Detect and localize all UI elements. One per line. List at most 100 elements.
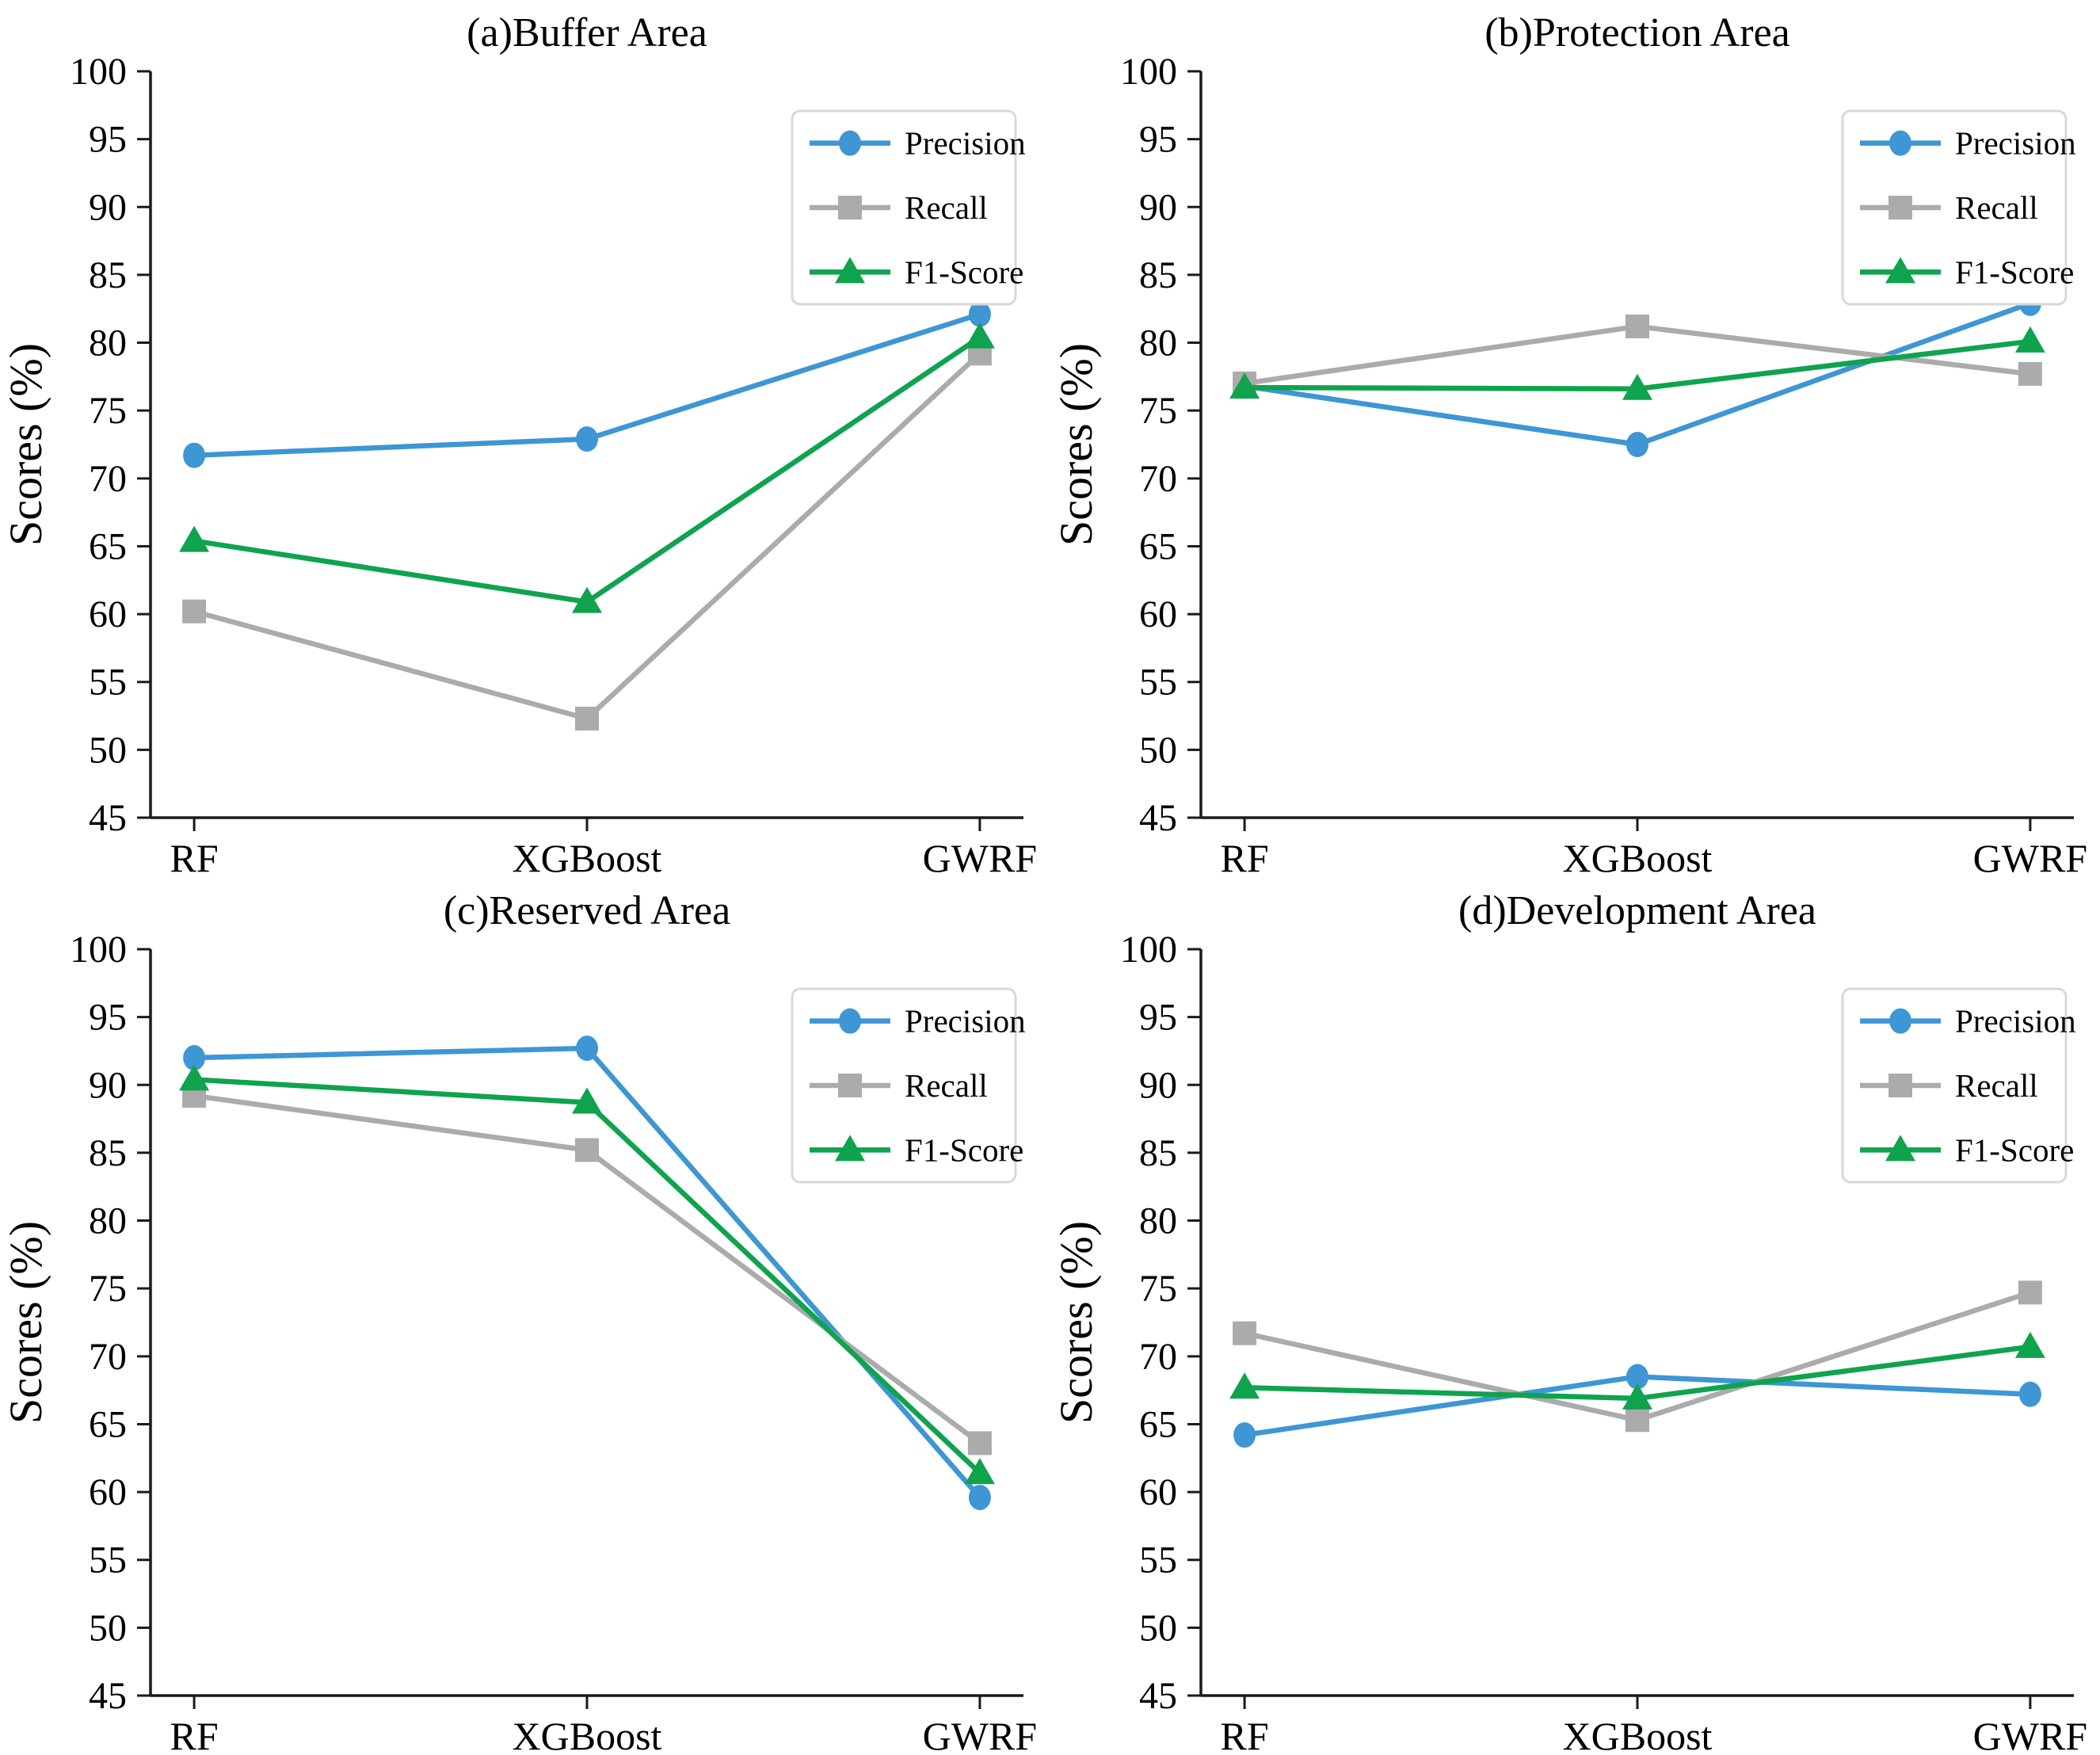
x-tick-label: GWRF bbox=[1972, 1714, 2087, 1755]
marker-f1-score-rf bbox=[179, 525, 210, 552]
legend-marker-precision bbox=[839, 1008, 861, 1034]
legend-label: F1-Score bbox=[1955, 254, 2074, 290]
y-tick-label: 55 bbox=[89, 662, 127, 704]
chart-protection-area: (b)Protection Area Scores (%) 45 50 55 60 65 70… bbox=[1050, 10, 2087, 878]
y-tick-label: 90 bbox=[1139, 186, 1177, 228]
y-tick-label: 95 bbox=[1139, 119, 1177, 161]
legend-label: Recall bbox=[1955, 189, 2038, 226]
legend: Precision Recall F1-Score bbox=[1841, 109, 2076, 306]
y-tick-label: 50 bbox=[89, 1607, 127, 1649]
y-tick-label: 70 bbox=[89, 1335, 127, 1377]
x-tick-label: RF bbox=[170, 1714, 219, 1755]
y-tick-label: 75 bbox=[1139, 1268, 1177, 1310]
chart-cell-reserved-area: (c)Reserved Area Scores (%) 45 50 55 60 65 70 75… bbox=[0, 878, 1050, 1755]
legend-box bbox=[791, 109, 1017, 306]
x-tick-label: RF bbox=[1220, 1714, 1268, 1755]
marker-recall-gwrf bbox=[2018, 1280, 2042, 1304]
y-tick-label: 45 bbox=[1139, 1675, 1177, 1717]
marker-precision-gwrf bbox=[968, 301, 991, 327]
marker-precision-gwrf bbox=[968, 1484, 991, 1510]
marker-precision-xgboost bbox=[1625, 1364, 1648, 1390]
legend-label: Precision bbox=[905, 125, 1026, 162]
series-line-recall bbox=[193, 351, 982, 722]
chart-buffer-area: (a)Buffer Area Scores (%) 45 50 55 60 65 70 75 80… bbox=[0, 10, 1037, 878]
marker-f1-score-xgboost bbox=[1622, 1383, 1652, 1410]
y-tick-label: 65 bbox=[89, 1403, 127, 1445]
y-axis-label: Scores (%) bbox=[1050, 1220, 1102, 1423]
y-axis-label: Scores (%) bbox=[0, 343, 51, 546]
marker-f1-score-gwrf bbox=[964, 1457, 995, 1484]
legend-label: Precision bbox=[905, 1002, 1026, 1039]
y-tick-label: 60 bbox=[89, 593, 127, 635]
legend-marker-f1-score bbox=[835, 257, 865, 284]
y-tick-label: 75 bbox=[1139, 390, 1177, 432]
marker-precision-rf bbox=[183, 442, 206, 468]
legend-marker-precision bbox=[1888, 1008, 1911, 1034]
marker-precision-rf bbox=[1233, 1421, 1256, 1448]
marker-f1-score-xgboost bbox=[572, 1087, 602, 1114]
y-tick-label: 55 bbox=[89, 1539, 127, 1581]
legend-marker-precision bbox=[1888, 130, 1911, 156]
y-tick-label: 85 bbox=[1139, 254, 1177, 296]
legend: Precision Recall F1-Score bbox=[1841, 987, 2075, 1183]
marker-recall-gwrf bbox=[967, 1430, 992, 1455]
legend-box bbox=[1841, 987, 2067, 1183]
chart-cell-buffer-area: (a)Buffer Area Scores (%) 45 50 55 60 65 70 75 80… bbox=[0, 0, 1050, 878]
marker-f1-score-gwrf bbox=[964, 322, 995, 349]
x-tick-label: GWRF bbox=[923, 1714, 1037, 1755]
x-tick-label: RF bbox=[170, 836, 219, 878]
legend-marker-recall bbox=[1888, 196, 1912, 219]
x-tick-label: RF bbox=[1220, 836, 1268, 878]
marker-recall-xgboost bbox=[575, 1137, 599, 1162]
y-tick-label: 90 bbox=[1139, 1064, 1177, 1106]
marker-f1-score-gwrf bbox=[2014, 1331, 2045, 1358]
y-tick-label: 60 bbox=[1139, 593, 1177, 635]
marker-precision-xgboost bbox=[1625, 432, 1648, 457]
marker-precision-rf bbox=[183, 1044, 206, 1070]
legend-marker-precision bbox=[839, 130, 861, 156]
legend: Precision Recall F1-Score bbox=[791, 987, 1026, 1183]
legend-marker-recall bbox=[838, 1073, 862, 1097]
y-axis-label: Scores (%) bbox=[1050, 343, 1102, 546]
y-tick-label: 85 bbox=[89, 1131, 127, 1173]
x-tick-label: XGBoost bbox=[513, 836, 662, 878]
chart-title: (c)Reserved Area bbox=[444, 888, 730, 933]
marker-precision-gwrf bbox=[2018, 1381, 2041, 1407]
x-tick-label: XGBoost bbox=[1562, 1714, 1712, 1755]
legend-marker-recall bbox=[838, 196, 862, 219]
y-tick-label: 85 bbox=[89, 254, 127, 296]
marker-f1-score-rf bbox=[1229, 1372, 1260, 1398]
legend-box bbox=[1841, 109, 2067, 306]
legend-box bbox=[791, 987, 1017, 1183]
series-line-f1-score bbox=[193, 334, 981, 605]
marker-precision-xgboost bbox=[576, 426, 598, 452]
legend-label: Precision bbox=[1955, 125, 2076, 162]
y-tick-label: 60 bbox=[1139, 1471, 1177, 1513]
y-tick-label: 100 bbox=[1120, 929, 1177, 971]
y-tick-label: 80 bbox=[1139, 322, 1177, 364]
chart-reserved-area: (c)Reserved Area Scores (%) 45 50 55 60 65 70 75… bbox=[0, 888, 1037, 1755]
marker-recall-xgboost bbox=[575, 706, 599, 731]
y-tick-label: 75 bbox=[89, 1268, 127, 1310]
marker-f1-score-xgboost bbox=[572, 586, 602, 613]
chart-cell-protection-area: (b)Protection Area Scores (%) 45 50 55 60 65 70… bbox=[1050, 0, 2100, 878]
y-tick-label: 55 bbox=[1139, 662, 1177, 704]
y-tick-label: 55 bbox=[1139, 1539, 1177, 1581]
marker-recall-rf bbox=[182, 599, 207, 624]
legend-label: Recall bbox=[905, 189, 988, 226]
y-tick-label: 90 bbox=[89, 1064, 127, 1106]
y-tick-label: 80 bbox=[89, 322, 127, 364]
y-tick-label: 90 bbox=[89, 186, 127, 228]
y-tick-label: 60 bbox=[89, 1471, 127, 1513]
legend-marker-recall bbox=[1888, 1073, 1912, 1097]
y-tick-label: 45 bbox=[89, 797, 127, 839]
legend-marker-f1-score bbox=[1885, 1134, 1915, 1161]
legend: Precision Recall F1-Score bbox=[791, 109, 1026, 306]
y-tick-label: 95 bbox=[89, 119, 127, 161]
y-tick-label: 75 bbox=[89, 390, 127, 432]
marker-f1-score-rf bbox=[1229, 372, 1260, 399]
marker-f1-score-rf bbox=[179, 1063, 210, 1090]
y-axis-label: Scores (%) bbox=[0, 1220, 51, 1423]
y-tick-label: 65 bbox=[89, 525, 127, 567]
